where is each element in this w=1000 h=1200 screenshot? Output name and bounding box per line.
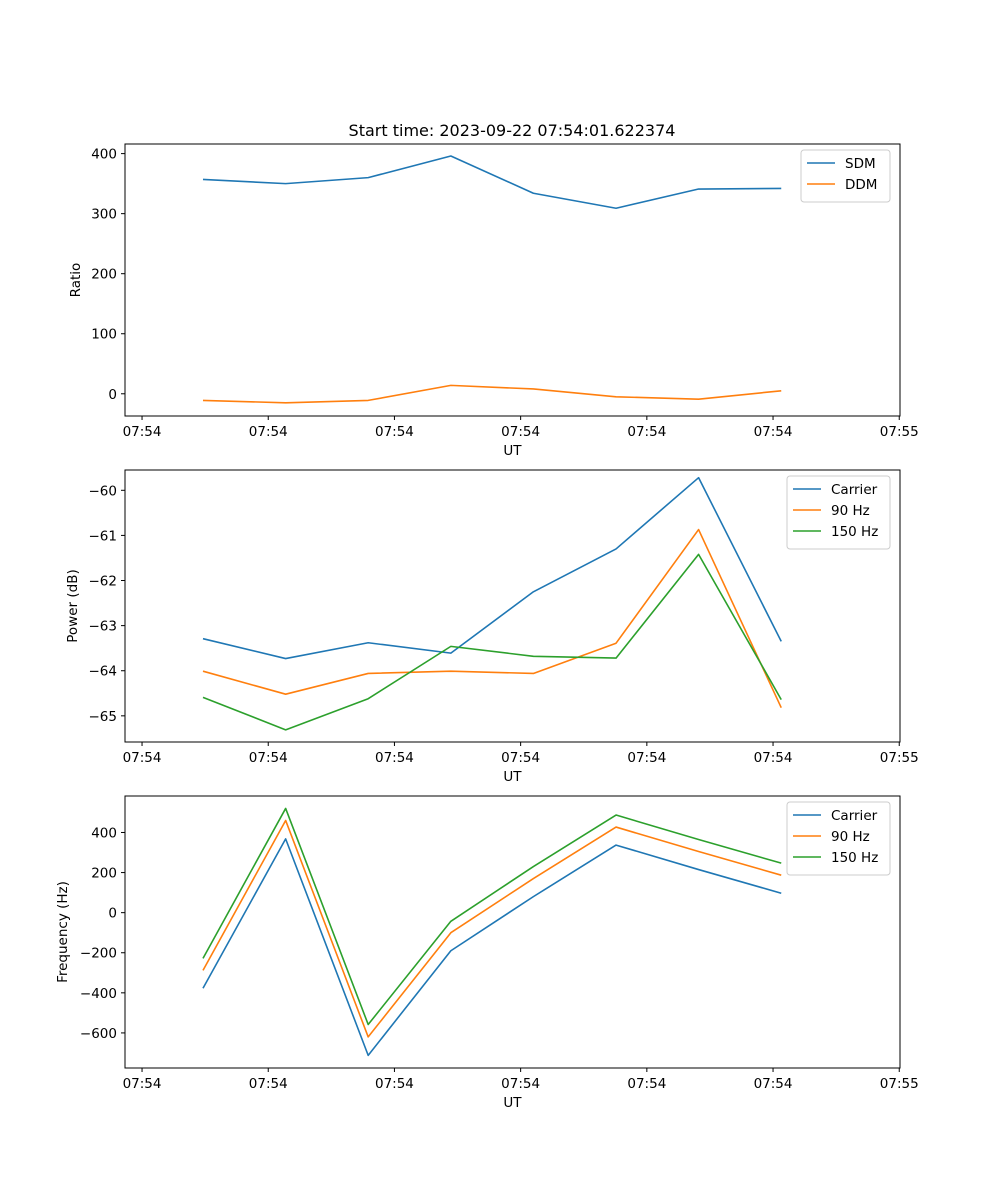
y-tick-label: −64 [89, 664, 118, 680]
x-tick-label: 07:55 [880, 750, 919, 766]
y-tick-label: −63 [89, 619, 118, 635]
y-tick-label: 200 [91, 866, 117, 882]
axes-frame [124, 795, 901, 1069]
legend-label: 90 Hz [831, 503, 870, 519]
y-tick-label: 400 [91, 147, 117, 163]
y-tick-label: 0 [108, 387, 117, 403]
series-line-ddm [202, 384, 782, 404]
x-tick-label: 07:54 [501, 750, 540, 766]
y-tick-label: −62 [89, 574, 118, 590]
series-line-150-hz [202, 807, 782, 1026]
y-tick-label: 200 [91, 267, 117, 283]
series-line-carrier [202, 838, 782, 1057]
x-tick-label: 07:54 [375, 424, 414, 440]
x-tick-label: 07:54 [375, 1076, 414, 1092]
x-axis-label: UT [503, 769, 522, 785]
series-line-90-hz [202, 528, 782, 709]
axes-frame [124, 469, 901, 743]
x-tick-label: 07:54 [249, 750, 288, 766]
legend: SDM DDM [800, 149, 891, 203]
chart-title: Start time: 2023-09-22 07:54:01.622374 [349, 121, 676, 140]
x-tick-label: 07:55 [880, 1076, 919, 1092]
x-tick-label: 07:54 [627, 424, 666, 440]
y-tick-label: −400 [80, 986, 117, 1002]
series-line-150-hz [202, 553, 782, 731]
legend-label: DDM [845, 177, 877, 193]
legend-label: SDM [845, 156, 876, 172]
y-tick-label: −200 [80, 946, 117, 962]
x-tick-label: 07:54 [754, 1076, 793, 1092]
y-axis-label: Ratio [68, 263, 84, 298]
series-line-90-hz [202, 819, 782, 1038]
x-tick-label: 07:54 [123, 750, 162, 766]
y-tick-label: −60 [89, 483, 118, 499]
series-line-carrier [202, 476, 782, 660]
y-axis-label: Frequency (Hz) [55, 881, 71, 983]
x-tick-label: 07:54 [249, 1076, 288, 1092]
legend-label: 150 Hz [831, 524, 878, 540]
x-tick-label: 07:54 [375, 750, 414, 766]
x-tick-label: 07:55 [880, 424, 919, 440]
series-line-sdm [202, 155, 782, 210]
y-tick-label: 300 [91, 207, 117, 223]
y-tick-label: −65 [89, 709, 118, 725]
x-axis-label: UT [503, 443, 522, 459]
y-tick-label: −61 [89, 528, 118, 544]
axes-panel-2: 07:54 07:54 07:54 07:54 07:54 07:54 07:55 UT −65… [65, 469, 919, 785]
y-tick-label: 0 [108, 906, 117, 922]
legend-label: 150 Hz [831, 850, 878, 866]
x-tick-label: 07:54 [754, 424, 793, 440]
axes-frame [124, 143, 901, 417]
x-tick-label: 07:54 [249, 424, 288, 440]
legend-label: Carrier [831, 482, 878, 498]
x-axis-label: UT [503, 1095, 522, 1111]
legend: Carrier 90 Hz 150 Hz [786, 475, 891, 550]
x-tick-label: 07:54 [627, 1076, 666, 1092]
x-tick-label: 07:54 [123, 424, 162, 440]
legend-label: 90 Hz [831, 829, 870, 845]
y-tick-label: 400 [91, 825, 117, 841]
x-tick-label: 07:54 [123, 1076, 162, 1092]
y-tick-label: 100 [91, 327, 117, 343]
y-tick-label: −600 [80, 1026, 117, 1042]
axes-panel-3: 07:54 07:54 07:54 07:54 07:54 07:54 07:55 UT −60… [55, 795, 919, 1111]
legend-label: Carrier [831, 808, 878, 824]
y-axis-label: Power (dB) [65, 569, 81, 642]
axes-panel-1: 07:54 07:54 07:54 07:54 07:54 07:54 07:55 UT 0 10… [68, 143, 919, 459]
x-tick-label: 07:54 [501, 424, 540, 440]
x-tick-label: 07:54 [627, 750, 666, 766]
x-tick-label: 07:54 [754, 750, 793, 766]
legend: Carrier 90 Hz 150 Hz [786, 801, 891, 876]
x-tick-label: 07:54 [501, 1076, 540, 1092]
